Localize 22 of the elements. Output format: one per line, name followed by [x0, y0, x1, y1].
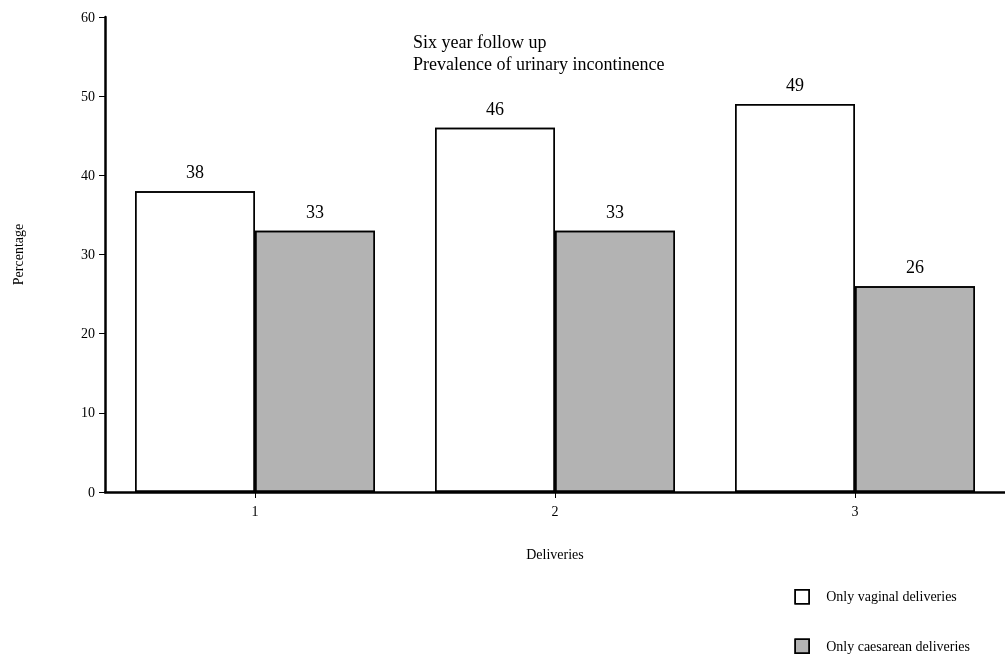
- y-axis-title: Percentage: [10, 223, 26, 286]
- x-tick-label: 2: [551, 503, 559, 519]
- legend-label: Only vaginal deliveries: [826, 589, 957, 605]
- x-tick-label: 3: [851, 503, 859, 519]
- data-label: 33: [306, 201, 324, 222]
- data-label: 46: [486, 98, 504, 119]
- text: Prevalence of urinary incontinence: [413, 54, 665, 74]
- y-tick-label: 10: [81, 405, 95, 421]
- x-tick-label: 1: [251, 503, 259, 519]
- legend-label: Only caesarean deliveries: [826, 638, 971, 654]
- data-label: 26: [906, 257, 924, 278]
- y-tick-label: 50: [81, 88, 95, 104]
- data-label: 38: [186, 162, 204, 183]
- data-label: 33: [606, 201, 624, 222]
- text: Six year follow up: [413, 32, 547, 52]
- y-tick-label: 20: [81, 326, 95, 342]
- y-tick-label: 0: [88, 484, 95, 500]
- y-tick-label: 30: [81, 247, 95, 262]
- data-label: 49: [786, 75, 804, 96]
- y-tick-label: 40: [81, 167, 95, 183]
- y-tick-label: 60: [81, 9, 95, 25]
- x-axis-title: Deliveries: [526, 546, 584, 562]
